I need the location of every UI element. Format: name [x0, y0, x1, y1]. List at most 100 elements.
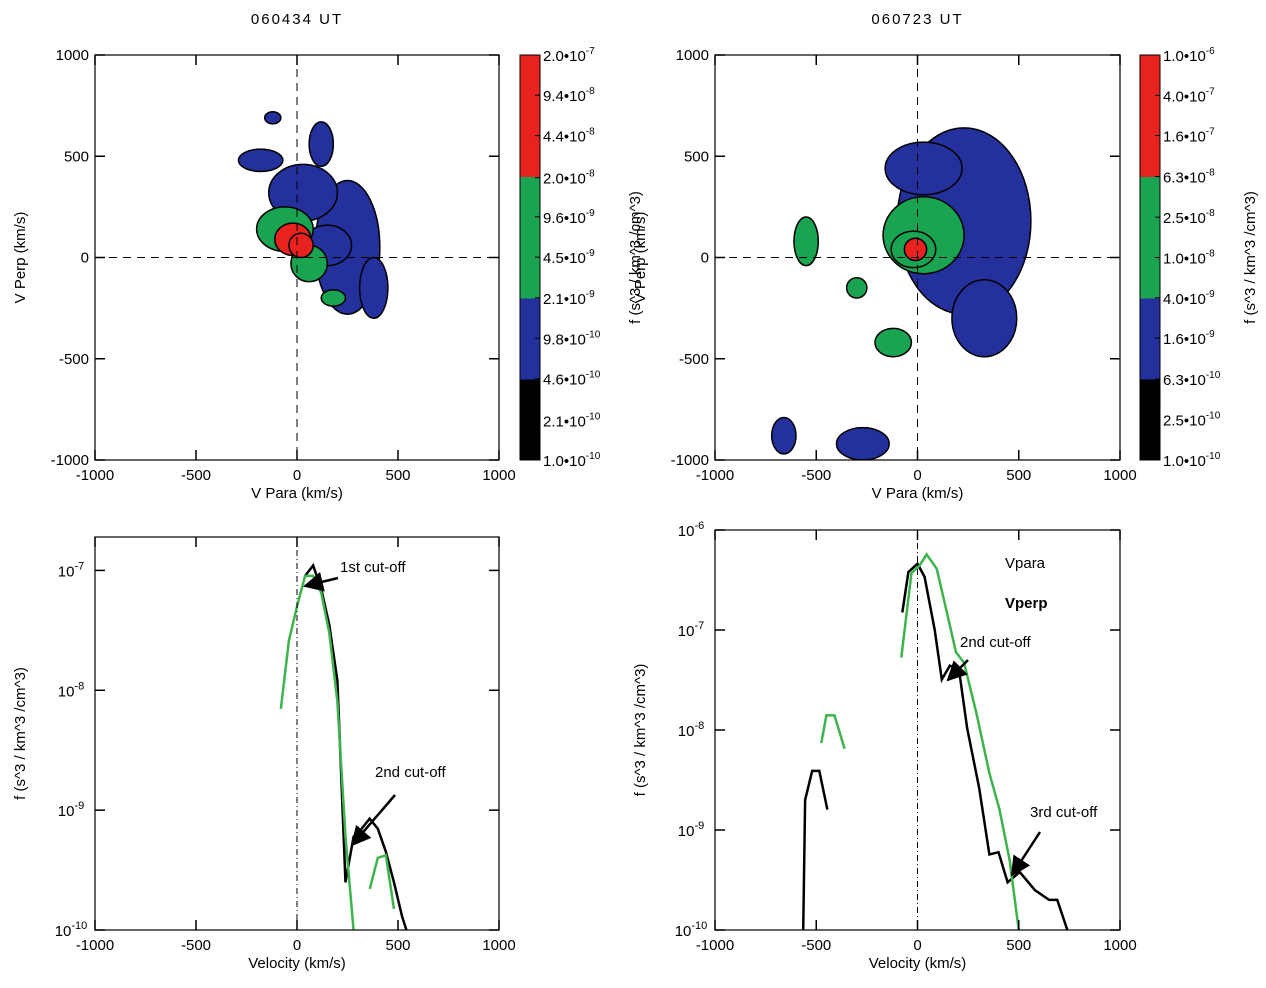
- colorbar-tick-label: 2.5•10-10: [1163, 411, 1221, 430]
- y-tick-label-base: 10: [678, 723, 695, 740]
- contour-region: [903, 237, 928, 262]
- colorbar-tick-label: 1.0•10-8: [1163, 249, 1215, 268]
- colorbar-tick-label-base: 2.5•10: [1163, 413, 1206, 430]
- y-tick-label-base: 10: [678, 823, 695, 840]
- series-line: [304, 562, 408, 930]
- colorbar-tick-label: 4.6•10-10: [543, 370, 601, 389]
- y-tick-label: 1000: [56, 47, 89, 64]
- x-tick-label: 1000: [1103, 467, 1136, 484]
- colorbar-tick-label: 2.0•10-8: [543, 169, 595, 188]
- annotation-arrow: [946, 659, 969, 682]
- colorbar-tick-label: 6.3•10-8: [1163, 168, 1215, 187]
- colorbar-tick-label: 1.6•10-9: [1163, 329, 1215, 348]
- colorbar-label: f (s^3 / km^3 /cm^3): [1242, 191, 1259, 324]
- annotation: 2nd cut-off: [375, 764, 446, 781]
- colorbar-tick-label-base: 4.6•10: [543, 372, 586, 389]
- colorbar-band: [520, 298, 540, 339]
- colorbar-band: [520, 338, 540, 380]
- y-tick-label: 10-8: [58, 680, 84, 700]
- y-tick-label-exp: -8: [694, 720, 704, 732]
- x-tick-label: 0: [913, 937, 921, 954]
- x-tick-label: -500: [801, 937, 831, 954]
- colorbar-tick-label: 2.1•10-10: [543, 411, 601, 430]
- colorbar-tick-label: 4.0•10-7: [1163, 86, 1215, 105]
- colorbar-tick-label-base: 4.4•10: [543, 129, 586, 146]
- y-tick-label: 10-7: [678, 620, 704, 640]
- colorbar-tick-label-base: 6.3•10: [1163, 170, 1206, 187]
- y-tick-label-exp: -7: [74, 560, 84, 572]
- colorbar-tick-label: 9.8•10-10: [543, 329, 601, 348]
- contour-region: [845, 277, 868, 299]
- colorbar-tick-label-exp: -9: [1206, 329, 1215, 340]
- y-tick-label: -1000: [51, 452, 89, 469]
- series-line: [820, 552, 1020, 930]
- colorbar-tick-label-exp: -10: [586, 451, 601, 462]
- colorbar-tick-label-base: 1.0•10: [1163, 251, 1206, 268]
- annotation-arrow: [303, 572, 339, 592]
- y-tick-label-exp: -9: [74, 800, 84, 812]
- colorbar-band: [520, 176, 540, 218]
- colorbar-tick-label-exp: -6: [1206, 46, 1215, 57]
- annotation: 2nd cut-off: [960, 634, 1031, 651]
- annotation-arrow: [1010, 831, 1042, 877]
- colorbar-tick-label-base: 6.3•10: [1163, 372, 1206, 389]
- colorbar-tick-label-exp: -7: [1206, 86, 1215, 97]
- y-tick-label: 10-9: [678, 820, 704, 840]
- x-tick-label: 500: [1006, 937, 1031, 954]
- y-tick-label-base: 10: [58, 683, 75, 700]
- colorbar-tick-label-base: 4.5•10: [543, 250, 586, 267]
- colorbar-band: [1140, 379, 1160, 420]
- colorbar-tick-label-base: 1.0•10: [1163, 453, 1206, 470]
- colorbar-tick-label-base: 1.6•10: [1163, 129, 1206, 146]
- x-axis-label: V Para (km/s): [251, 485, 343, 502]
- colorbar-tick-label: 4.0•10-9: [1163, 289, 1215, 308]
- contour-region: [237, 148, 284, 173]
- x-tick-label: 1000: [1103, 937, 1136, 954]
- colorbar-tick-label-base: 1.0•10: [1163, 48, 1206, 65]
- y-tick-label-exp: -8: [74, 680, 84, 692]
- x-tick-label: 500: [1006, 467, 1031, 484]
- y-tick-label: 0: [701, 250, 709, 267]
- colorbar-tick-label-base: 1.6•10: [1163, 331, 1206, 348]
- colorbar-tick-label-exp: -9: [586, 248, 595, 259]
- colorbar-tick-label-base: 2.1•10: [543, 291, 586, 308]
- y-tick-label-base: 10: [55, 923, 72, 940]
- colorbar-tick-label-base: 2.0•10: [543, 171, 586, 188]
- colorbar-tick-label-exp: -8: [1206, 168, 1215, 179]
- colorbar-band: [1140, 419, 1160, 461]
- x-tick-label: 0: [913, 467, 921, 484]
- colorbar-tick-label-exp: -9: [1206, 289, 1215, 300]
- colorbar-band: [520, 55, 540, 96]
- y-tick-label: 10-7: [58, 560, 84, 580]
- colorbar-band: [1140, 55, 1160, 96]
- colorbar-band: [1140, 257, 1160, 299]
- contour-region: [951, 279, 1018, 358]
- colorbar-tick-label: 1.0•10-10: [543, 451, 601, 470]
- y-tick-label: 0: [81, 250, 89, 267]
- colorbar-tick-label-base: 2.1•10: [543, 413, 586, 430]
- y-tick-label-base: 10: [58, 803, 75, 820]
- plot-frame: [714, 54, 1121, 461]
- colorbar-tick-label-exp: -8: [1206, 208, 1215, 219]
- colorbar-tick-label-exp: -10: [586, 329, 601, 340]
- annotation-arrow: [350, 794, 396, 847]
- colorbar-tick-label-exp: -10: [586, 370, 601, 381]
- colorbar-band: [520, 217, 540, 258]
- colorbar-tick-label-exp: -8: [586, 169, 595, 180]
- colorbar-tick-label-base: 2.5•10: [1163, 210, 1206, 227]
- colorbar-tick-label: 1.0•10-6: [1163, 46, 1215, 65]
- colorbar-band: [520, 257, 540, 299]
- colorbar-tick-label-base: 1.0•10: [543, 453, 586, 470]
- x-tick-label: -1000: [76, 467, 114, 484]
- colorbar-tick-label: 1.6•10-7: [1163, 127, 1215, 146]
- annotation: 3rd cut-off: [1030, 804, 1098, 821]
- panel-title: 060434 UT: [251, 11, 343, 28]
- y-tick-label-exp: -9: [694, 820, 704, 832]
- x-tick-label: -500: [181, 467, 211, 484]
- x-tick-label: -1000: [696, 937, 734, 954]
- colorbar-tick-label-exp: -8: [586, 127, 595, 138]
- colorbar-tick-label-exp: -7: [586, 46, 595, 57]
- colorbar-tick-label-exp: -10: [1206, 451, 1221, 462]
- colorbar-band: [1140, 136, 1160, 177]
- colorbar-tick-label-exp: -7: [1206, 127, 1215, 138]
